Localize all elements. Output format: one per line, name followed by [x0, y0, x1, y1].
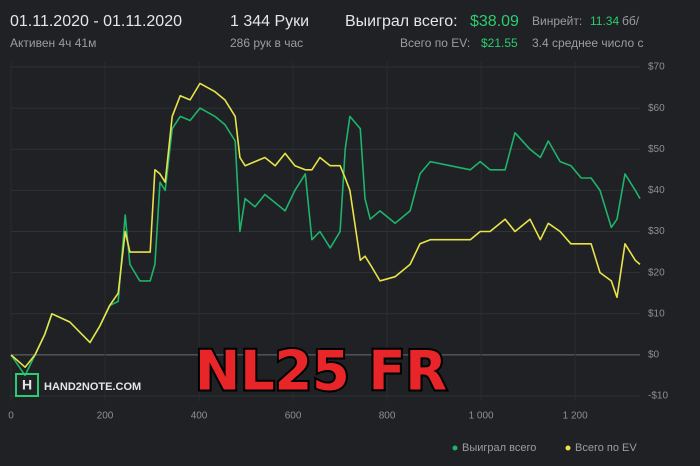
- winrate-unit: бб/: [622, 14, 640, 28]
- winrate-value: 11.34: [590, 14, 619, 28]
- won-label: Выиграл всего:: [345, 13, 458, 30]
- ev-value: $21.55: [481, 36, 518, 50]
- hands: 1 344 Руки: [230, 13, 309, 30]
- y-tick-label: $70: [648, 62, 665, 73]
- legend-label: Выиграл всего: [462, 442, 536, 454]
- plot: $70 $60 $50 $40 $30 $20 $10 $0 -$10 0 200 400 600 800…: [8, 62, 668, 422]
- ev-label: Всего по EV:: [400, 36, 470, 50]
- x-tick-label: 600: [285, 411, 302, 422]
- date-range: 01.11.2020 - 01.11.2020: [10, 13, 182, 30]
- x-tick-label: 1 000: [469, 411, 494, 422]
- y-tick-label: $20: [648, 267, 665, 278]
- x-tick-label: 0: [8, 411, 14, 422]
- y-tick-label: $40: [648, 185, 665, 196]
- x-tick-label: 200: [97, 411, 114, 422]
- logo-frame: [15, 373, 39, 397]
- x-tick-label: 1 200: [563, 411, 588, 422]
- y-tick-label: $10: [648, 308, 665, 319]
- legend-marker: [565, 445, 571, 451]
- logo-h: H: [22, 377, 32, 393]
- watermark: HAND2NOTE.COM: [44, 381, 141, 393]
- annotation: NL25 FR: [195, 340, 447, 403]
- watermark-logo: H: [15, 373, 39, 397]
- y-tick-label: $30: [648, 226, 665, 237]
- hands-per-hour: 286 рук в час: [230, 36, 303, 50]
- y-tick-label: $50: [648, 144, 665, 155]
- average: 3.4 среднее число с: [532, 36, 644, 50]
- series-line: [10, 82, 641, 368]
- x-tick-label: 400: [191, 411, 208, 422]
- legend-label: Всего по EV: [575, 442, 637, 454]
- x-tick-label: 800: [379, 411, 396, 422]
- won-value: $38.09: [470, 13, 519, 30]
- y-tick-label: $60: [648, 103, 665, 114]
- winrate-label: Винрейт:: [532, 14, 582, 28]
- active-time: Активен 4ч 41м: [10, 36, 96, 50]
- y-tick-label: -$10: [648, 391, 668, 402]
- y-tick-label: $0: [648, 350, 660, 361]
- legend-marker: [452, 445, 458, 451]
